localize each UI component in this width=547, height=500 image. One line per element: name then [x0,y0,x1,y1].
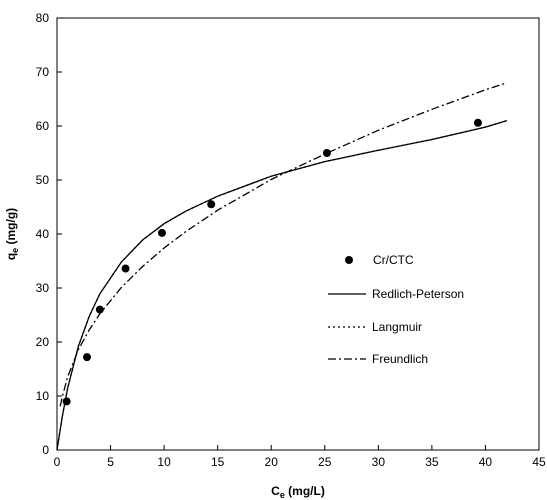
y-tick-label: 70 [36,65,50,79]
x-axis: 0 5 10 15 20 25 30 35 40 45 [54,445,546,469]
data-point [62,397,71,406]
x-tick-label: 45 [532,455,546,469]
series-line-redlich-peterson [56,119,508,451]
plot-frame [56,17,540,451]
data-point [473,118,482,127]
legend: Cr/CTC Redlich-Peterson Langmuir Freundl… [328,253,464,366]
data-point [95,305,104,314]
x-tick-label: 10 [157,455,171,469]
y-tick-label: 40 [36,227,50,241]
data-point [82,353,91,362]
y-tick-label: 50 [36,173,50,187]
y-tick-label: 30 [36,281,50,295]
y-tick-label: 60 [36,119,50,133]
x-tick-label: 30 [372,455,386,469]
x-axis-label: Ce (mg/L) [271,484,325,500]
data-point [121,264,130,273]
y-tick-label: 20 [36,335,50,349]
series-line-langmuir [56,119,508,451]
x-tick-label: 15 [211,455,225,469]
y-tick-label: 10 [36,389,50,403]
series-line-freundlich [59,82,508,407]
x-tick-label: 25 [318,455,332,469]
fitted-curves [56,82,508,451]
data-point [157,228,166,237]
data-point [207,200,216,209]
legend-label-cr-ctc: Cr/CTC [373,253,414,267]
y-tick-label: 80 [36,11,50,25]
legend-label-langmuir: Langmuir [372,320,422,334]
x-tick-label: 0 [54,455,61,469]
x-tick-label: 5 [107,455,114,469]
legend-label-redlich-peterson: Redlich-Peterson [372,287,464,301]
legend-marker-cr-ctc [345,256,353,264]
y-axis-label: qe (mg/g) [4,208,20,260]
x-tick-label: 20 [265,455,279,469]
legend-label-freundlich: Freundlich [372,352,428,366]
data-points [62,118,482,406]
data-point [322,149,331,157]
y-axis: 0 10 20 30 40 50 60 70 80 [36,11,62,457]
y-tick-label: 0 [42,443,49,457]
x-tick-label: 35 [425,455,439,469]
x-tick-label: 40 [479,455,493,469]
